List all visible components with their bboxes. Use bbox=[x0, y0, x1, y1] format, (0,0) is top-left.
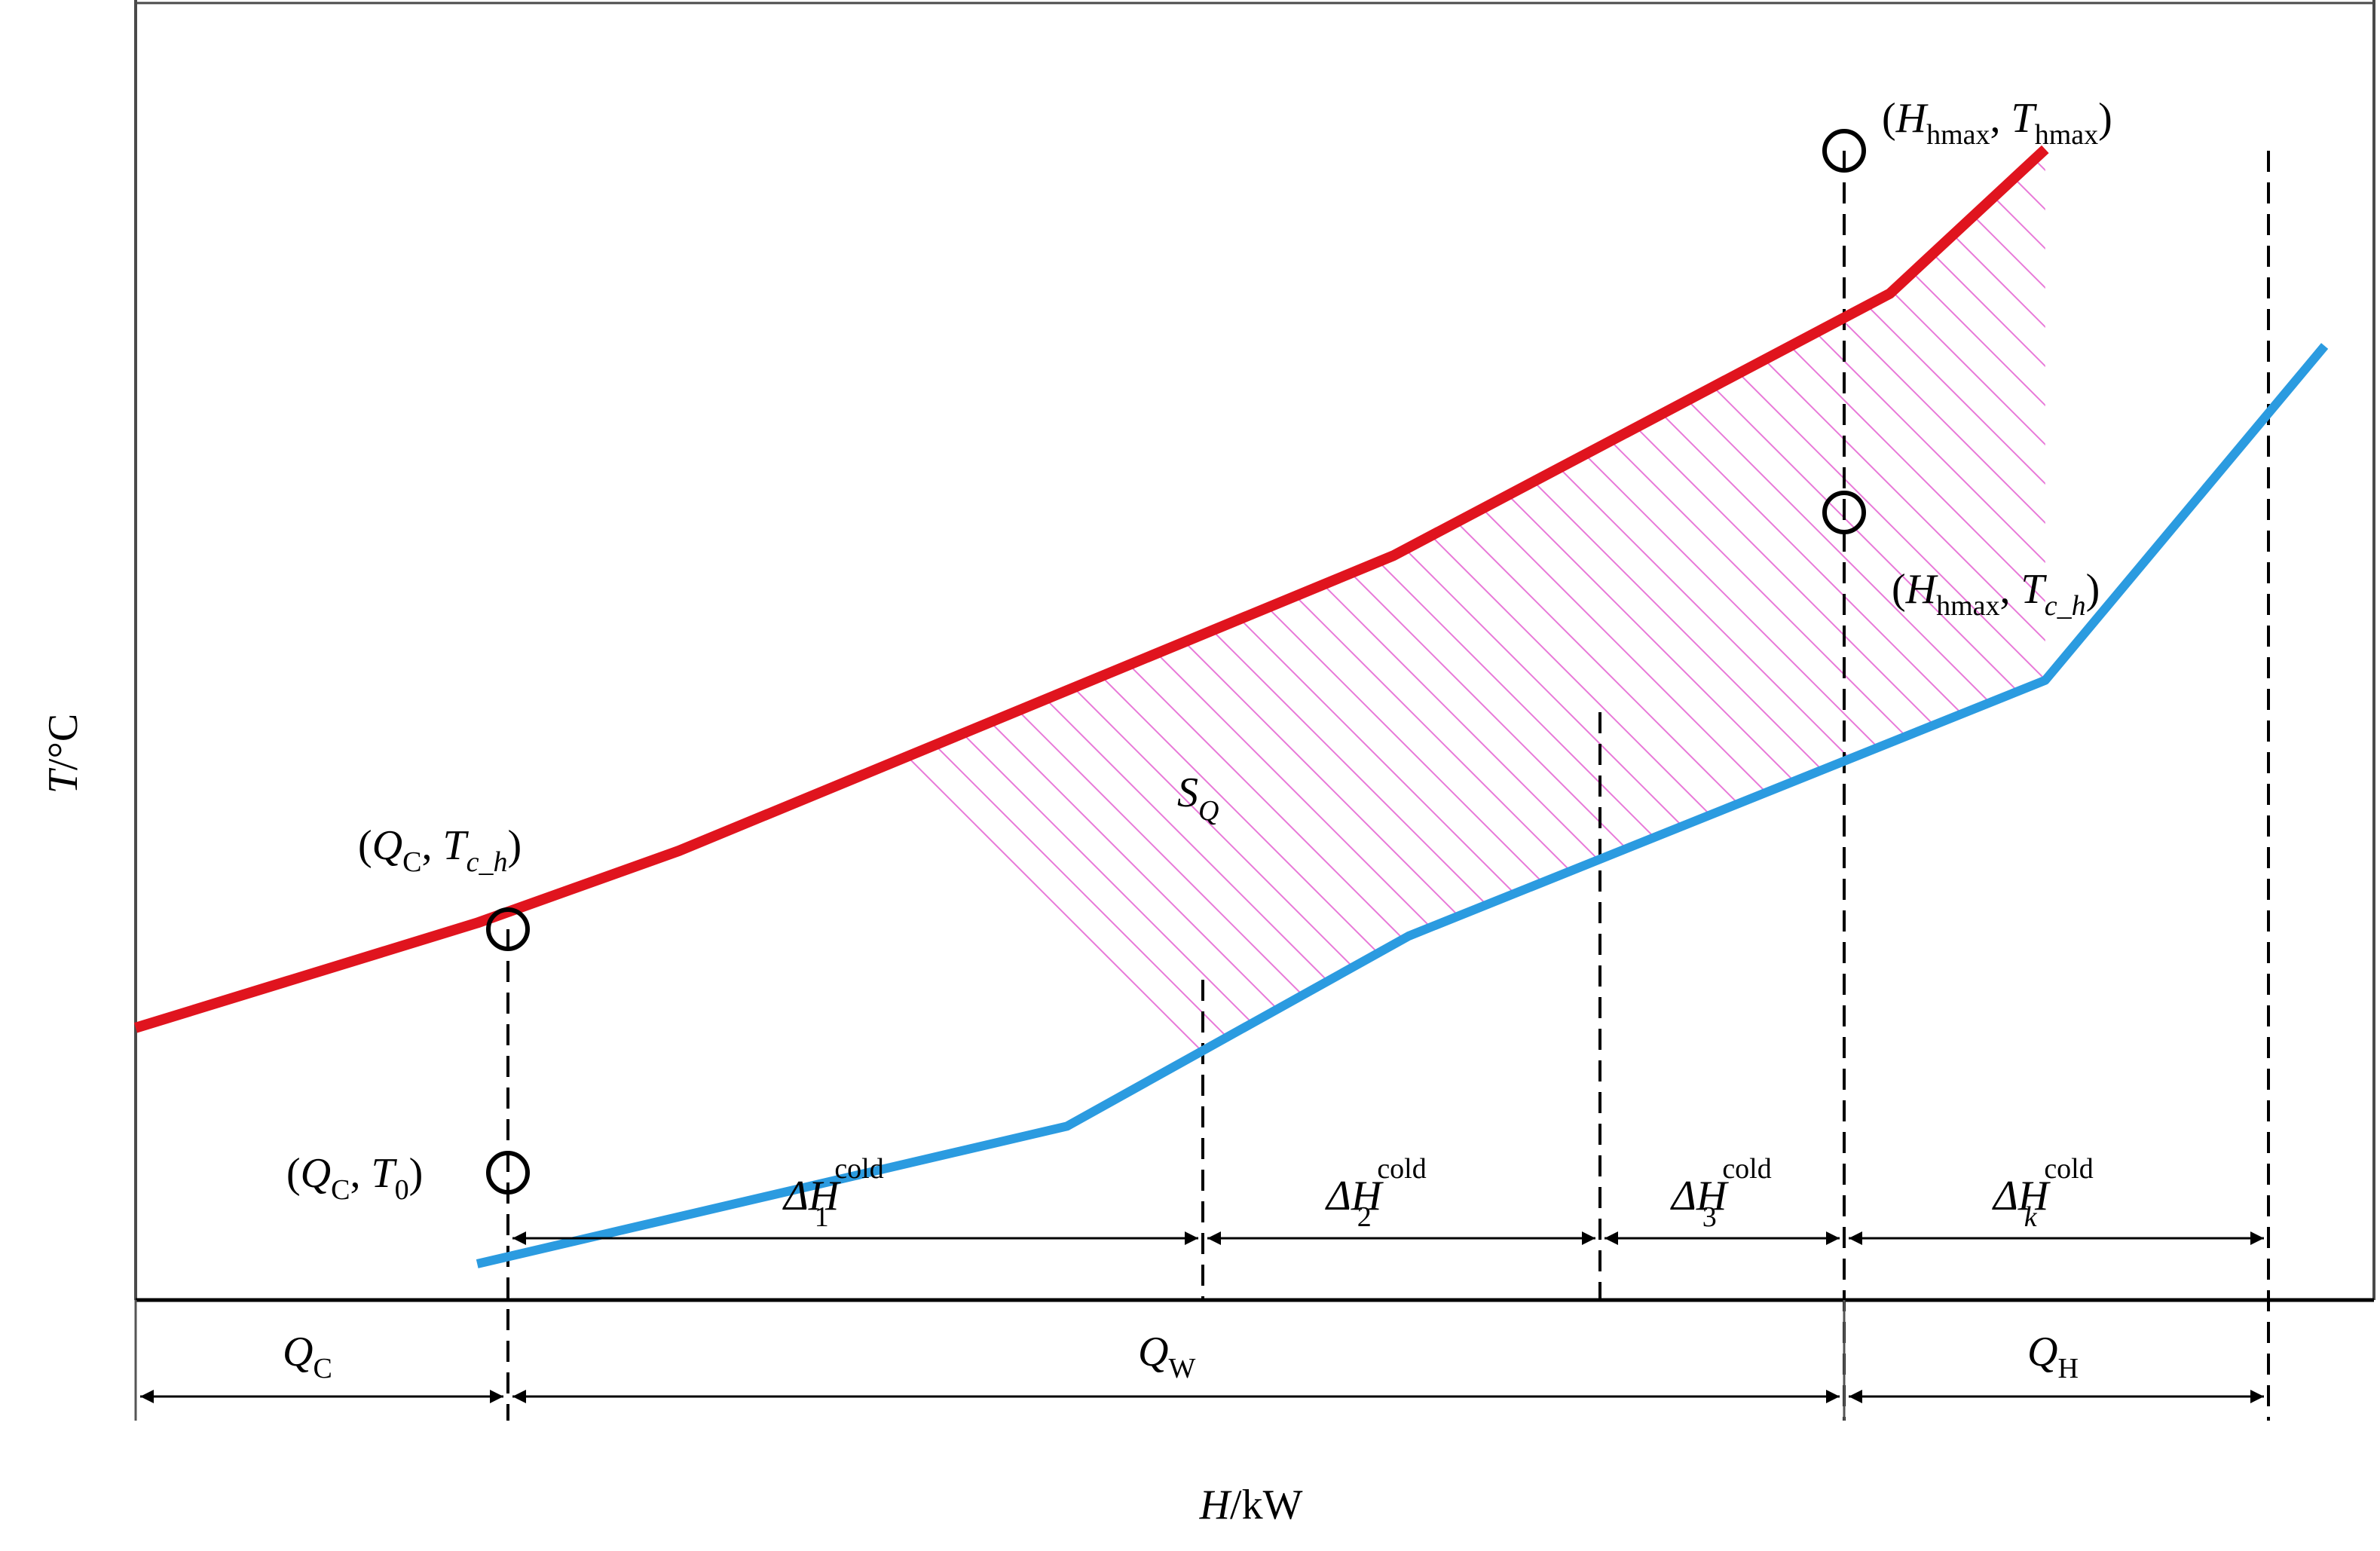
hatch-line bbox=[1597, 149, 2045, 1207]
hatch-line bbox=[1910, 149, 2045, 1207]
hatch-line bbox=[578, 149, 1710, 1207]
marker-qc-t0 bbox=[486, 1151, 530, 1195]
hatch-line bbox=[774, 149, 1906, 1207]
hatch-line bbox=[2264, 75, 2380, 1206]
hot-composite-curve bbox=[133, 145, 2049, 1033]
hatch-line bbox=[2186, 75, 2380, 1206]
area-label-sq: SQ bbox=[1177, 769, 1219, 827]
interval-dh3-label: ΔHcold 3 bbox=[1670, 1153, 1772, 1233]
cold-composite-curve bbox=[476, 343, 2329, 1268]
interval-dhk-label: ΔHcold k bbox=[1992, 1153, 2094, 1233]
hatch-line bbox=[1793, 149, 2045, 1207]
hatch-area bbox=[477, 75, 2380, 1207]
label-hmax-thmax: (Hhmax, Thmax) bbox=[1882, 95, 2112, 151]
label-qc-tch: (QC, Tc_h) bbox=[358, 822, 522, 878]
hatch-line bbox=[1244, 149, 2045, 1207]
hatch-line bbox=[2107, 75, 2380, 1206]
hatch-line bbox=[2225, 75, 2380, 1206]
hatch-line bbox=[1715, 149, 2045, 1207]
hatch-line bbox=[1205, 149, 2045, 1207]
hatch-line bbox=[2303, 75, 2380, 1206]
hatch-line bbox=[735, 149, 1867, 1207]
hatch-line bbox=[931, 149, 2045, 1207]
hatch-line bbox=[2146, 75, 2380, 1206]
hatch-line bbox=[892, 149, 2024, 1207]
guide-lines bbox=[134, 151, 2270, 1421]
hatch-line bbox=[852, 149, 1984, 1207]
label-hmax-tch: (Hhmax, Tc_h) bbox=[1892, 566, 2100, 622]
x-axis-label: H/kW bbox=[1199, 1482, 1303, 1528]
hatch-line bbox=[1675, 149, 2045, 1207]
hatch-line bbox=[1832, 149, 2045, 1207]
hatch-line bbox=[477, 149, 1436, 1207]
label-qc-t0: (QC, T0) bbox=[286, 1150, 423, 1206]
hatch-line bbox=[970, 149, 2045, 1207]
hatch-line bbox=[1088, 149, 2045, 1207]
marker-qc-tch bbox=[486, 907, 530, 951]
dimension-arrows bbox=[140, 1231, 2264, 1403]
interval-dh1-label: ΔHcold 1 bbox=[782, 1153, 884, 1233]
interval-dh2-label: ΔHcold 2 bbox=[1325, 1153, 1427, 1233]
interval-qh-label: QH bbox=[2027, 1329, 2079, 1384]
hatch-line bbox=[539, 149, 1671, 1207]
hatch-line bbox=[1401, 149, 2045, 1207]
marker-hmax-tch bbox=[1822, 491, 1866, 534]
hatch-line bbox=[1754, 149, 2045, 1207]
hatch-line bbox=[477, 149, 1592, 1207]
hatch-line bbox=[477, 149, 1475, 1207]
interval-qc-label: QC bbox=[283, 1329, 332, 1384]
hatch-line bbox=[2068, 75, 2380, 1206]
hatch-line bbox=[477, 149, 1514, 1207]
hatch-line bbox=[696, 149, 1828, 1207]
hatch-line bbox=[500, 149, 1632, 1207]
hatch-line bbox=[1989, 149, 2045, 1207]
y-axis-label: T/°C bbox=[40, 714, 87, 794]
marker-hmax-thmax bbox=[1822, 129, 1866, 173]
interval-qw-label: QW bbox=[1138, 1329, 1195, 1384]
hatch-line bbox=[1283, 149, 2045, 1207]
hatch-line bbox=[1558, 149, 2045, 1207]
hatch-line bbox=[1166, 149, 2045, 1207]
hatch-line bbox=[1323, 149, 2045, 1207]
hatch-line bbox=[1440, 149, 2045, 1207]
hatch-line bbox=[1127, 149, 2045, 1207]
hatch-line bbox=[1362, 149, 2045, 1207]
hatch-line bbox=[1950, 149, 2045, 1207]
hatch-line bbox=[477, 149, 1553, 1207]
hatch-line bbox=[1048, 149, 2045, 1207]
hatch-line bbox=[813, 149, 1945, 1207]
